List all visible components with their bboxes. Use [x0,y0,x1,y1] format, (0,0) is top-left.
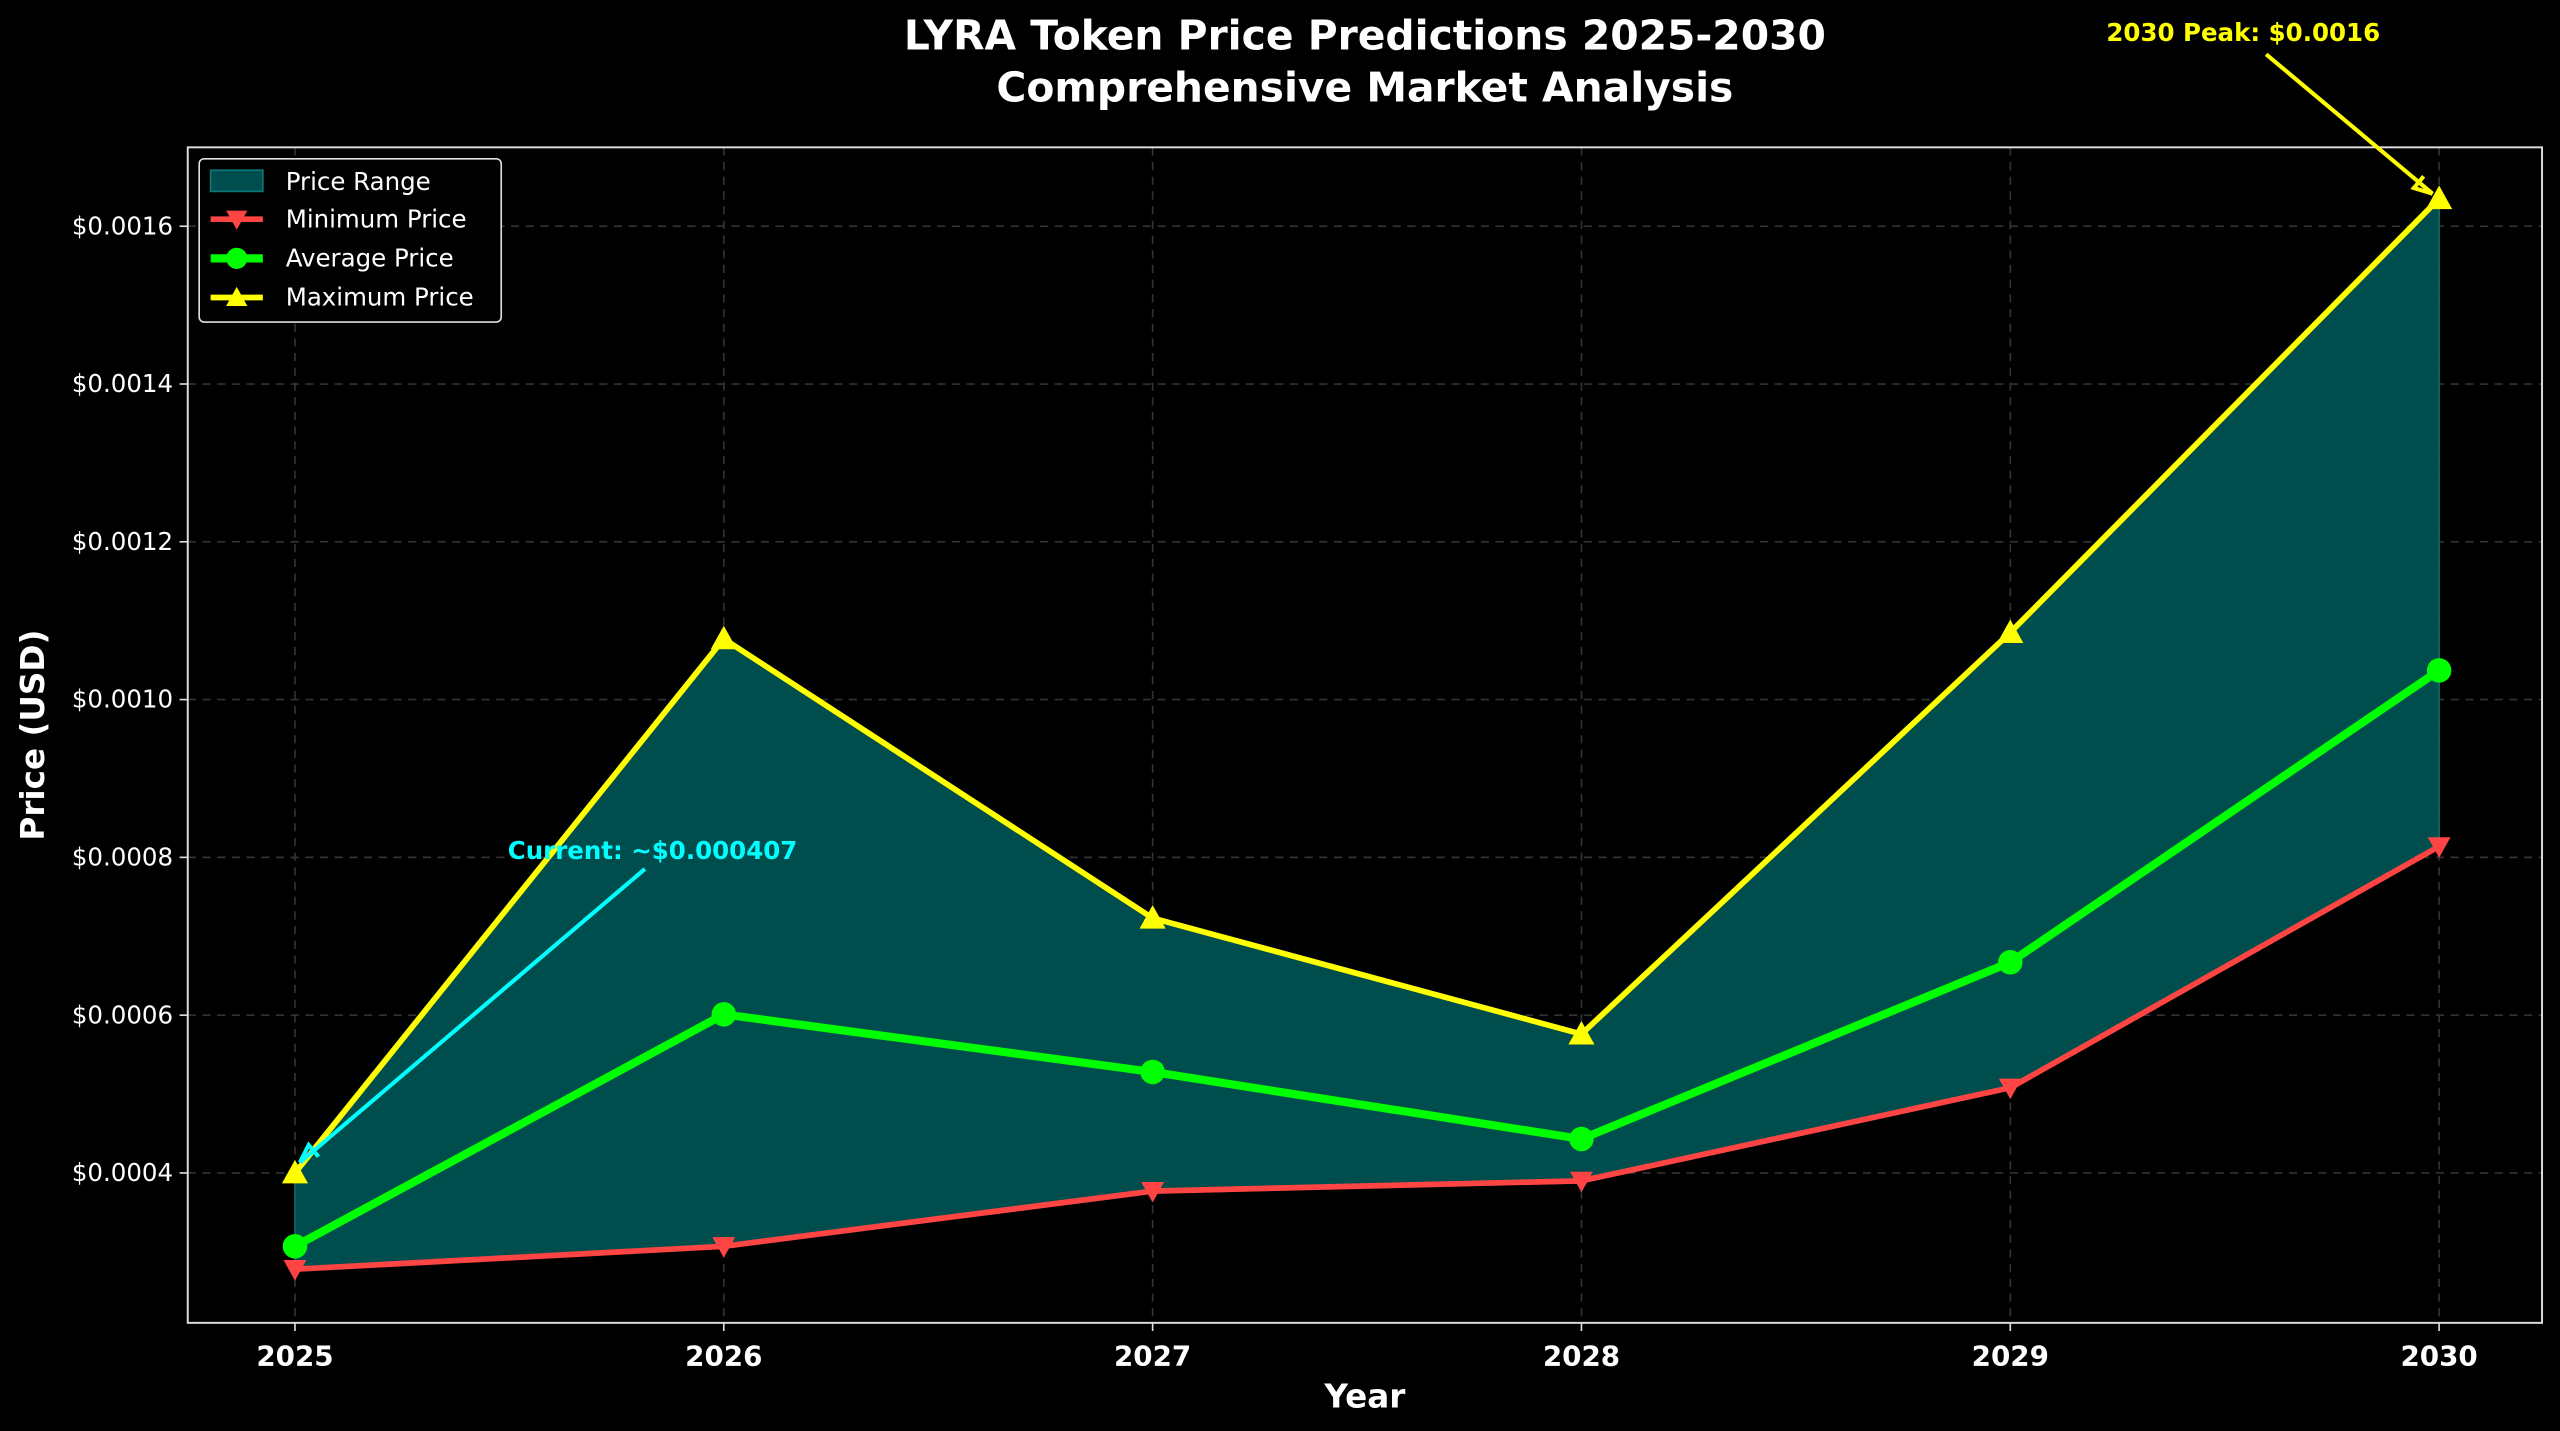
x-tick-label: 2025 [256,1339,333,1372]
annotation-current-price: Current: ~$0.000407 [508,836,798,865]
series-lines [281,185,2453,1281]
legend-box [198,157,503,323]
legend-label: Price Range [286,167,431,196]
annotation-arrow [298,867,647,1165]
x-tick-label: 2029 [1972,1339,2049,1372]
y-tick-label: $0.0016 [72,211,173,240]
plot-frame [186,146,2544,1324]
series-maximum-price [281,185,2453,1184]
data-point [1569,1126,1594,1152]
data-point [282,1234,308,1259]
x-tick-label: 2028 [1543,1339,1620,1372]
data-point [1568,1021,1595,1045]
arrow-head [2410,174,2434,196]
data-point [1997,619,2024,643]
legend-marker [226,247,248,269]
series-average-price [282,658,2452,1259]
data-point [1139,905,1166,929]
chart-subtitle: Comprehensive Market Analysis [996,64,1733,112]
annotation-arrow [2264,52,2434,196]
annotations: Current: ~$0.000407 2030 Peak: $0.0016 [298,18,2434,1165]
data-point [2427,837,2451,858]
annotation-peak-price: 2030 Peak: $0.0016 [2106,18,2380,47]
data-point [281,1159,309,1184]
y-tick-label: $0.0014 [72,369,173,398]
data-point [283,1260,307,1281]
legend-label: Average Price [286,244,454,273]
x-tick-label: 2030 [2401,1339,2478,1372]
data-point [1570,1171,1593,1193]
data-point [1140,1059,1165,1085]
y-tick-label: $0.0012 [72,527,173,556]
legend-label: Maximum Price [286,283,474,312]
y-tick-label: $0.0006 [72,1000,173,1029]
series-line [294,843,2441,1273]
y-axis-label: Price (USD) [14,630,52,841]
data-point [1998,1078,2022,1100]
data-point [712,1237,736,1258]
series-minimum-price [283,837,2451,1281]
y-tick-label: $0.0010 [72,685,173,714]
series-line [293,667,2442,1250]
x-axis-label: Year [1323,1378,1405,1416]
legend-marker [226,210,248,230]
data-point [710,625,737,650]
data-point [2426,658,2452,683]
legend-marker [226,286,248,307]
axis-ticks: $0.0004 $0.0006 $0.0008 $0.0010 $0.0012 $0.00… [72,211,2478,1372]
legend-swatch-price-range [209,169,264,193]
data-point [711,1002,737,1027]
data-point [2426,185,2453,210]
y-tick-label: $0.0008 [72,843,173,872]
series-line [292,196,2442,1175]
legend-label: Minimum Price [286,204,467,233]
chart-title: LYRA Token Price Predictions 2025-2030 [904,11,1826,59]
arrow-head [298,1141,321,1164]
y-tick-label: $0.0004 [72,1158,173,1187]
x-tick-label: 2026 [685,1339,762,1372]
data-point [1141,1181,1165,1203]
x-tick-label: 2027 [1114,1339,1191,1372]
legend: Price Range Minimum Price Average Price Max… [198,157,503,323]
data-point [1998,950,2023,975]
